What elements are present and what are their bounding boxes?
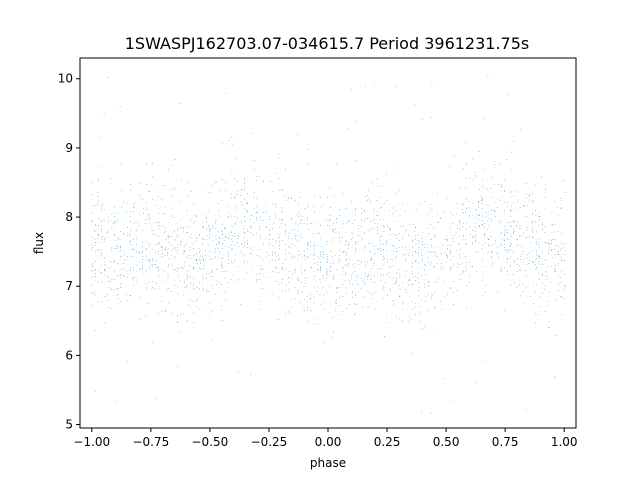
y-axis: 5 6 7 8 9 10 <box>58 72 80 432</box>
chart-title: 1SWASPJ162703.07-034615.7 Period 3961231… <box>125 34 530 53</box>
scatter-points <box>91 75 566 414</box>
y-tick-label: 7 <box>65 279 73 293</box>
x-tick-label: −0.50 <box>192 435 229 449</box>
y-tick-label: 10 <box>58 72 73 86</box>
x-tick-label: 0.50 <box>433 435 460 449</box>
y-axis-label: flux <box>32 232 46 254</box>
y-tick-label: 9 <box>65 141 73 155</box>
x-tick-label: 1.00 <box>551 435 578 449</box>
x-tick-label: 0.75 <box>492 435 519 449</box>
x-axis-label: phase <box>310 456 346 470</box>
x-tick-label: −1.00 <box>73 435 110 449</box>
data-points <box>91 75 566 414</box>
y-tick-label: 5 <box>65 418 73 432</box>
y-tick-label: 6 <box>65 348 73 362</box>
x-tick-label: 0.25 <box>374 435 401 449</box>
x-tick-label: −0.25 <box>251 435 288 449</box>
x-axis: −1.00 −0.75 −0.50 −0.25 0.00 0.25 0.50 0.75 1.00 <box>73 428 578 449</box>
x-tick-label: −0.75 <box>132 435 169 449</box>
x-tick-label: 0.00 <box>315 435 342 449</box>
y-tick-label: 8 <box>65 210 73 224</box>
